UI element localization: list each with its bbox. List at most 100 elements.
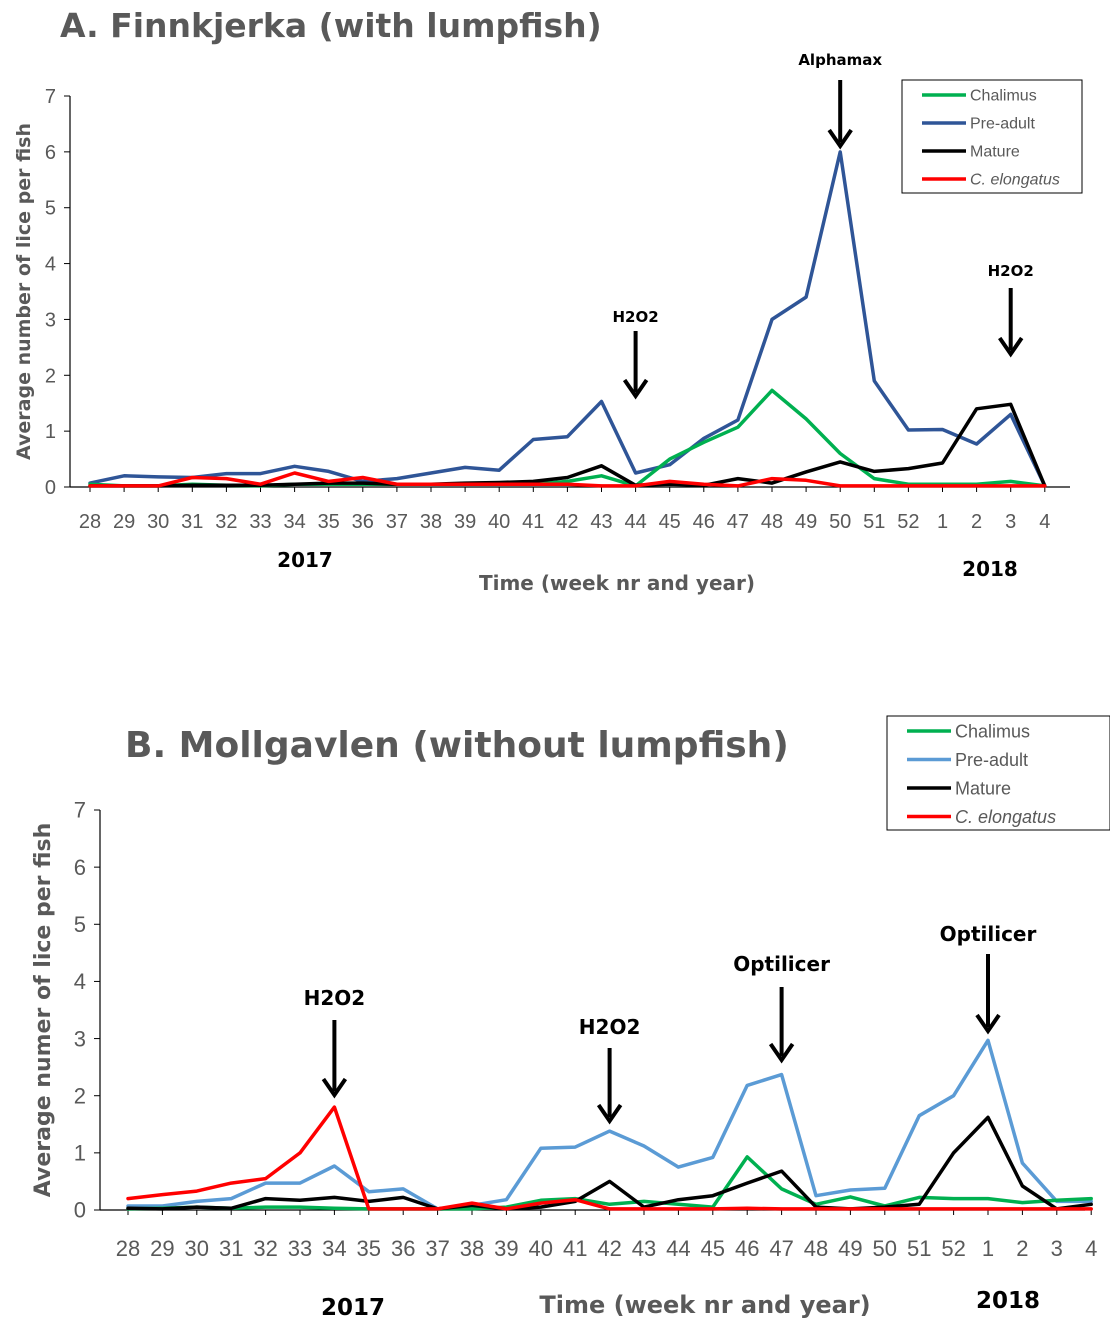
annotation-label: Optilicer xyxy=(940,922,1037,946)
x-tick-label: 36 xyxy=(391,1236,415,1261)
data-point xyxy=(1009,484,1012,488)
y-tick-label: 2 xyxy=(74,1083,86,1108)
x-tick-label: 2 xyxy=(971,511,982,533)
data-point xyxy=(333,1164,336,1168)
data-point xyxy=(849,1207,852,1211)
legend-label: C. elongatus xyxy=(955,807,1056,827)
data-point xyxy=(780,1207,783,1211)
legend-label: Chalimus xyxy=(970,88,1037,105)
data-point xyxy=(918,1207,921,1211)
y-tick-label: 0 xyxy=(45,477,56,499)
data-point xyxy=(429,471,433,475)
arrow-head-icon xyxy=(827,128,853,150)
annotation-optilicer: Optilicer xyxy=(733,952,830,1064)
data-point xyxy=(668,483,671,486)
annotation-h2o2: H2O2 xyxy=(613,308,659,400)
data-point xyxy=(941,428,944,431)
data-point xyxy=(333,1105,336,1109)
data-point xyxy=(600,484,603,488)
data-point xyxy=(225,472,228,475)
x-tick-label: 45 xyxy=(701,1236,725,1261)
x-tick-label: 30 xyxy=(185,1236,209,1261)
data-point xyxy=(1055,1199,1059,1202)
data-point xyxy=(191,484,194,487)
data-point xyxy=(770,481,774,485)
x-tick-label: 31 xyxy=(181,511,203,533)
x-tick-label: 34 xyxy=(322,1236,346,1261)
data-point xyxy=(975,484,978,488)
data-point xyxy=(574,1198,577,1201)
x-tick-label: 4 xyxy=(1085,1236,1097,1261)
x-tick-label: 42 xyxy=(556,511,578,533)
data-point xyxy=(677,1165,680,1169)
x-tick-label: 44 xyxy=(624,511,646,533)
x-tick-label: 49 xyxy=(795,511,817,533)
data-point xyxy=(361,476,364,479)
x-tick-label: 47 xyxy=(769,1236,793,1261)
data-point xyxy=(873,470,876,473)
x-axis-label: Time (week nr and year) xyxy=(479,571,755,595)
data-point xyxy=(402,1196,405,1199)
x-tick-label: 1 xyxy=(982,1236,994,1261)
legend-box xyxy=(886,715,1110,831)
data-point xyxy=(126,1207,130,1210)
x-tick-label: 46 xyxy=(693,511,715,533)
data-point xyxy=(259,483,262,486)
data-point xyxy=(986,1197,990,1200)
data-point xyxy=(1021,1201,1024,1204)
x-tick-label: 48 xyxy=(804,1236,828,1261)
y-tick-label: 2 xyxy=(45,365,56,387)
data-point xyxy=(191,476,194,479)
x-tick-label: 40 xyxy=(488,511,510,533)
data-point xyxy=(804,417,808,421)
y-tick-label: 3 xyxy=(45,309,56,331)
legend-label: Pre-adult xyxy=(970,116,1035,133)
x-tick-label: 50 xyxy=(829,511,851,533)
x-tick-label: 42 xyxy=(597,1236,621,1261)
x-tick-label: 35 xyxy=(318,511,340,533)
arrow-head-icon xyxy=(768,1042,795,1064)
x-tick-label: 43 xyxy=(590,511,612,533)
data-point xyxy=(711,1207,714,1211)
y-tick-label: 1 xyxy=(45,421,56,443)
legend-label: Mature xyxy=(970,144,1020,161)
data-point xyxy=(293,471,296,475)
data-point xyxy=(470,1207,474,1211)
data-point xyxy=(608,1129,611,1133)
chart-title: B. Mollgavlen (without lumpfish) xyxy=(125,725,789,766)
data-point xyxy=(770,389,774,392)
x-tick-label: 30 xyxy=(147,511,169,533)
chart-panel-b: B. Mollgavlen (without lumpfish)01234567… xyxy=(31,715,1110,1321)
data-point xyxy=(975,407,978,410)
data-point xyxy=(804,479,808,482)
x-tick-label: 35 xyxy=(357,1236,381,1261)
data-point xyxy=(293,483,296,486)
data-point xyxy=(642,1144,646,1148)
data-point xyxy=(566,483,569,486)
data-point xyxy=(195,1200,198,1203)
series-mature xyxy=(88,402,1047,488)
y-tick-label: 1 xyxy=(74,1141,86,1166)
data-point xyxy=(436,1207,439,1211)
data-point xyxy=(1043,484,1047,488)
legend-label: Pre-adult xyxy=(955,750,1028,770)
data-point xyxy=(1009,480,1012,483)
data-point xyxy=(907,484,910,488)
data-point xyxy=(608,1180,611,1183)
x-tick-label: 44 xyxy=(666,1236,690,1261)
data-point xyxy=(225,477,228,480)
arrow-head-icon xyxy=(596,1103,623,1125)
data-point xyxy=(498,469,501,472)
x-tick-label: 3 xyxy=(1051,1236,1063,1261)
x-tick-label: 52 xyxy=(897,511,919,533)
x-tick-label: 39 xyxy=(454,511,476,533)
data-point xyxy=(1021,1207,1024,1211)
y-tick-label: 4 xyxy=(45,254,56,276)
data-point xyxy=(986,1207,990,1211)
legend-label: C. elongatus xyxy=(970,172,1060,189)
year-label: 2017 xyxy=(321,1295,385,1321)
data-point xyxy=(195,1205,198,1209)
year-label: 2018 xyxy=(962,557,1018,581)
x-tick-label: 4 xyxy=(1039,511,1050,533)
data-point xyxy=(975,442,978,446)
